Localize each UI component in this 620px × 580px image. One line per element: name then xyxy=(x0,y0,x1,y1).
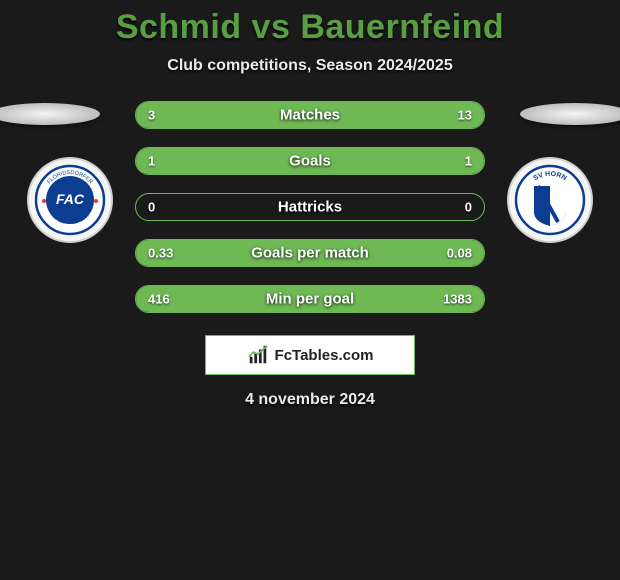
comparison-row: FAC FLORIDSDORFER ATHLETIKSPORT 313Matc xyxy=(0,103,620,313)
stat-value-right: 1 xyxy=(465,154,472,169)
stat-bar: 4161383Min per goal xyxy=(135,285,485,313)
stat-value-left: 0 xyxy=(148,200,155,215)
stat-fill-left xyxy=(136,148,310,174)
stat-value-right: 1383 xyxy=(443,292,472,307)
stat-fill-right xyxy=(201,102,484,128)
stat-bar: 0.330.08Goals per match xyxy=(135,239,485,267)
attribution-text: FcTables.com xyxy=(275,347,374,364)
player-right-shadow xyxy=(520,103,620,125)
svg-text:FAC: FAC xyxy=(56,191,85,207)
stat-value-left: 3 xyxy=(148,108,155,123)
stat-value-right: 0.08 xyxy=(447,246,472,261)
player-left-col: FAC FLORIDSDORFER ATHLETIKSPORT xyxy=(15,103,135,243)
svhorn-badge-icon: SV HORN xyxy=(514,164,586,236)
fac-badge-icon: FAC FLORIDSDORFER ATHLETIKSPORT xyxy=(34,164,106,236)
chart-icon xyxy=(247,344,269,366)
subtitle: Club competitions, Season 2024/2025 xyxy=(0,57,620,75)
player-right-col: SV HORN xyxy=(485,103,605,243)
stat-label: Hattricks xyxy=(278,199,342,216)
stat-value-left: 416 xyxy=(148,292,170,307)
stat-value-right: 13 xyxy=(458,108,472,123)
stat-fill-left xyxy=(136,102,201,128)
stat-fill-right xyxy=(310,148,484,174)
date-text: 4 november 2024 xyxy=(0,391,620,409)
club-badge-right: SV HORN xyxy=(507,157,593,243)
stat-value-left: 0.33 xyxy=(148,246,173,261)
attribution-badge[interactable]: FcTables.com xyxy=(205,335,415,375)
stat-bar: 0 0 Hattricks xyxy=(135,193,485,221)
stat-bar: 313Matches xyxy=(135,101,485,129)
page-title: Schmid vs Bauernfeind xyxy=(0,8,620,47)
stats-column: 313Matches11Goals00Hattricks0.330.08Goal… xyxy=(135,101,485,313)
stat-value-right: 0 xyxy=(465,200,472,215)
player-left-shadow xyxy=(0,103,100,125)
stat-value-left: 1 xyxy=(148,154,155,169)
stat-fill-left xyxy=(136,240,416,266)
stat-bar: 11Goals xyxy=(135,147,485,175)
club-badge-left: FAC FLORIDSDORFER ATHLETIKSPORT xyxy=(27,157,113,243)
